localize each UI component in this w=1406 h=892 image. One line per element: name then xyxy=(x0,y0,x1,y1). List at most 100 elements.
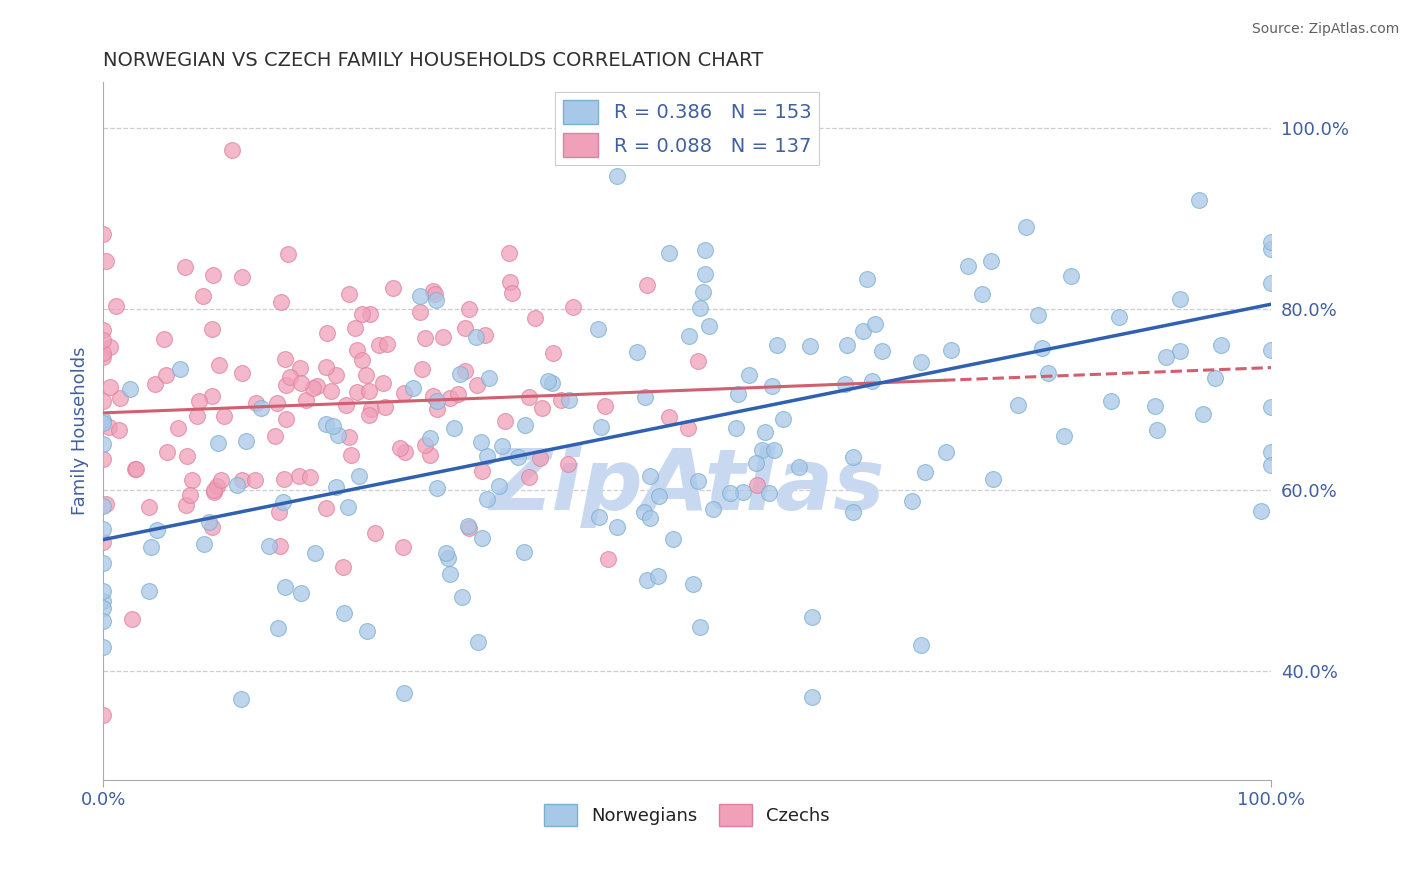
Point xyxy=(980,254,1002,268)
Point xyxy=(368,338,391,352)
Point xyxy=(422,285,444,299)
Point xyxy=(517,390,540,404)
Point xyxy=(1007,398,1029,412)
Point xyxy=(914,466,936,480)
Point xyxy=(682,577,704,591)
Point xyxy=(1260,458,1282,472)
Point xyxy=(1108,310,1130,324)
Point xyxy=(274,411,297,425)
Point xyxy=(138,500,160,514)
Point xyxy=(125,462,148,476)
Point xyxy=(243,474,266,488)
Point xyxy=(108,391,131,405)
Point xyxy=(277,247,299,261)
Point xyxy=(638,469,661,483)
Point xyxy=(91,350,114,364)
Point xyxy=(382,281,405,295)
Point xyxy=(515,417,537,432)
Point xyxy=(800,690,823,705)
Point xyxy=(837,338,859,352)
Point xyxy=(470,435,492,450)
Point xyxy=(221,143,243,157)
Point xyxy=(359,384,381,398)
Point xyxy=(747,478,769,492)
Point xyxy=(662,533,685,547)
Text: ZipAtlas: ZipAtlas xyxy=(489,445,884,528)
Point xyxy=(972,287,994,301)
Point xyxy=(1144,399,1167,413)
Point xyxy=(336,500,359,514)
Point xyxy=(419,431,441,445)
Point xyxy=(517,470,540,484)
Point xyxy=(981,473,1004,487)
Point xyxy=(98,380,121,394)
Point xyxy=(290,376,312,390)
Point xyxy=(1154,351,1177,365)
Point xyxy=(467,634,489,648)
Point xyxy=(315,417,337,431)
Point xyxy=(266,395,288,409)
Point xyxy=(352,307,374,321)
Point xyxy=(143,377,166,392)
Point xyxy=(91,640,114,655)
Point xyxy=(374,400,396,414)
Point xyxy=(288,469,311,483)
Point xyxy=(98,340,121,354)
Point xyxy=(91,522,114,536)
Point xyxy=(1036,366,1059,380)
Point xyxy=(357,409,380,423)
Point xyxy=(257,539,280,553)
Point xyxy=(454,364,477,378)
Point xyxy=(434,546,457,560)
Point xyxy=(344,320,367,334)
Point xyxy=(1053,429,1076,443)
Point xyxy=(724,421,747,435)
Point xyxy=(124,462,146,476)
Point xyxy=(91,416,114,430)
Point xyxy=(686,354,709,368)
Point xyxy=(688,475,710,489)
Text: NORWEGIAN VS CZECH FAMILY HOUSEHOLDS CORRELATION CHART: NORWEGIAN VS CZECH FAMILY HOUSEHOLDS COR… xyxy=(103,51,763,70)
Point xyxy=(457,518,479,533)
Point xyxy=(935,445,957,459)
Point xyxy=(910,639,932,653)
Point xyxy=(733,485,755,500)
Point xyxy=(506,450,529,464)
Point xyxy=(702,502,724,516)
Point xyxy=(91,437,114,451)
Point xyxy=(693,267,716,281)
Point xyxy=(772,412,794,426)
Point xyxy=(91,452,114,467)
Point xyxy=(231,270,253,285)
Point xyxy=(633,505,655,519)
Point xyxy=(271,495,294,509)
Point xyxy=(443,420,465,434)
Point xyxy=(201,322,224,336)
Point xyxy=(209,473,232,487)
Point xyxy=(264,429,287,443)
Point xyxy=(634,390,657,404)
Point xyxy=(94,253,117,268)
Point xyxy=(191,289,214,303)
Point xyxy=(449,368,471,382)
Point xyxy=(588,510,610,524)
Point xyxy=(121,612,143,626)
Point xyxy=(155,368,177,382)
Point xyxy=(298,470,321,484)
Point xyxy=(727,387,749,401)
Point xyxy=(274,351,297,366)
Point xyxy=(350,353,373,368)
Point xyxy=(394,445,416,459)
Point xyxy=(464,329,486,343)
Point xyxy=(636,573,658,587)
Point xyxy=(201,519,224,533)
Point xyxy=(290,586,312,600)
Point xyxy=(426,481,449,495)
Point xyxy=(91,600,114,615)
Point xyxy=(689,620,711,634)
Point xyxy=(754,425,776,439)
Point xyxy=(269,539,291,553)
Point xyxy=(474,328,496,343)
Point xyxy=(208,358,231,372)
Point xyxy=(1188,193,1211,207)
